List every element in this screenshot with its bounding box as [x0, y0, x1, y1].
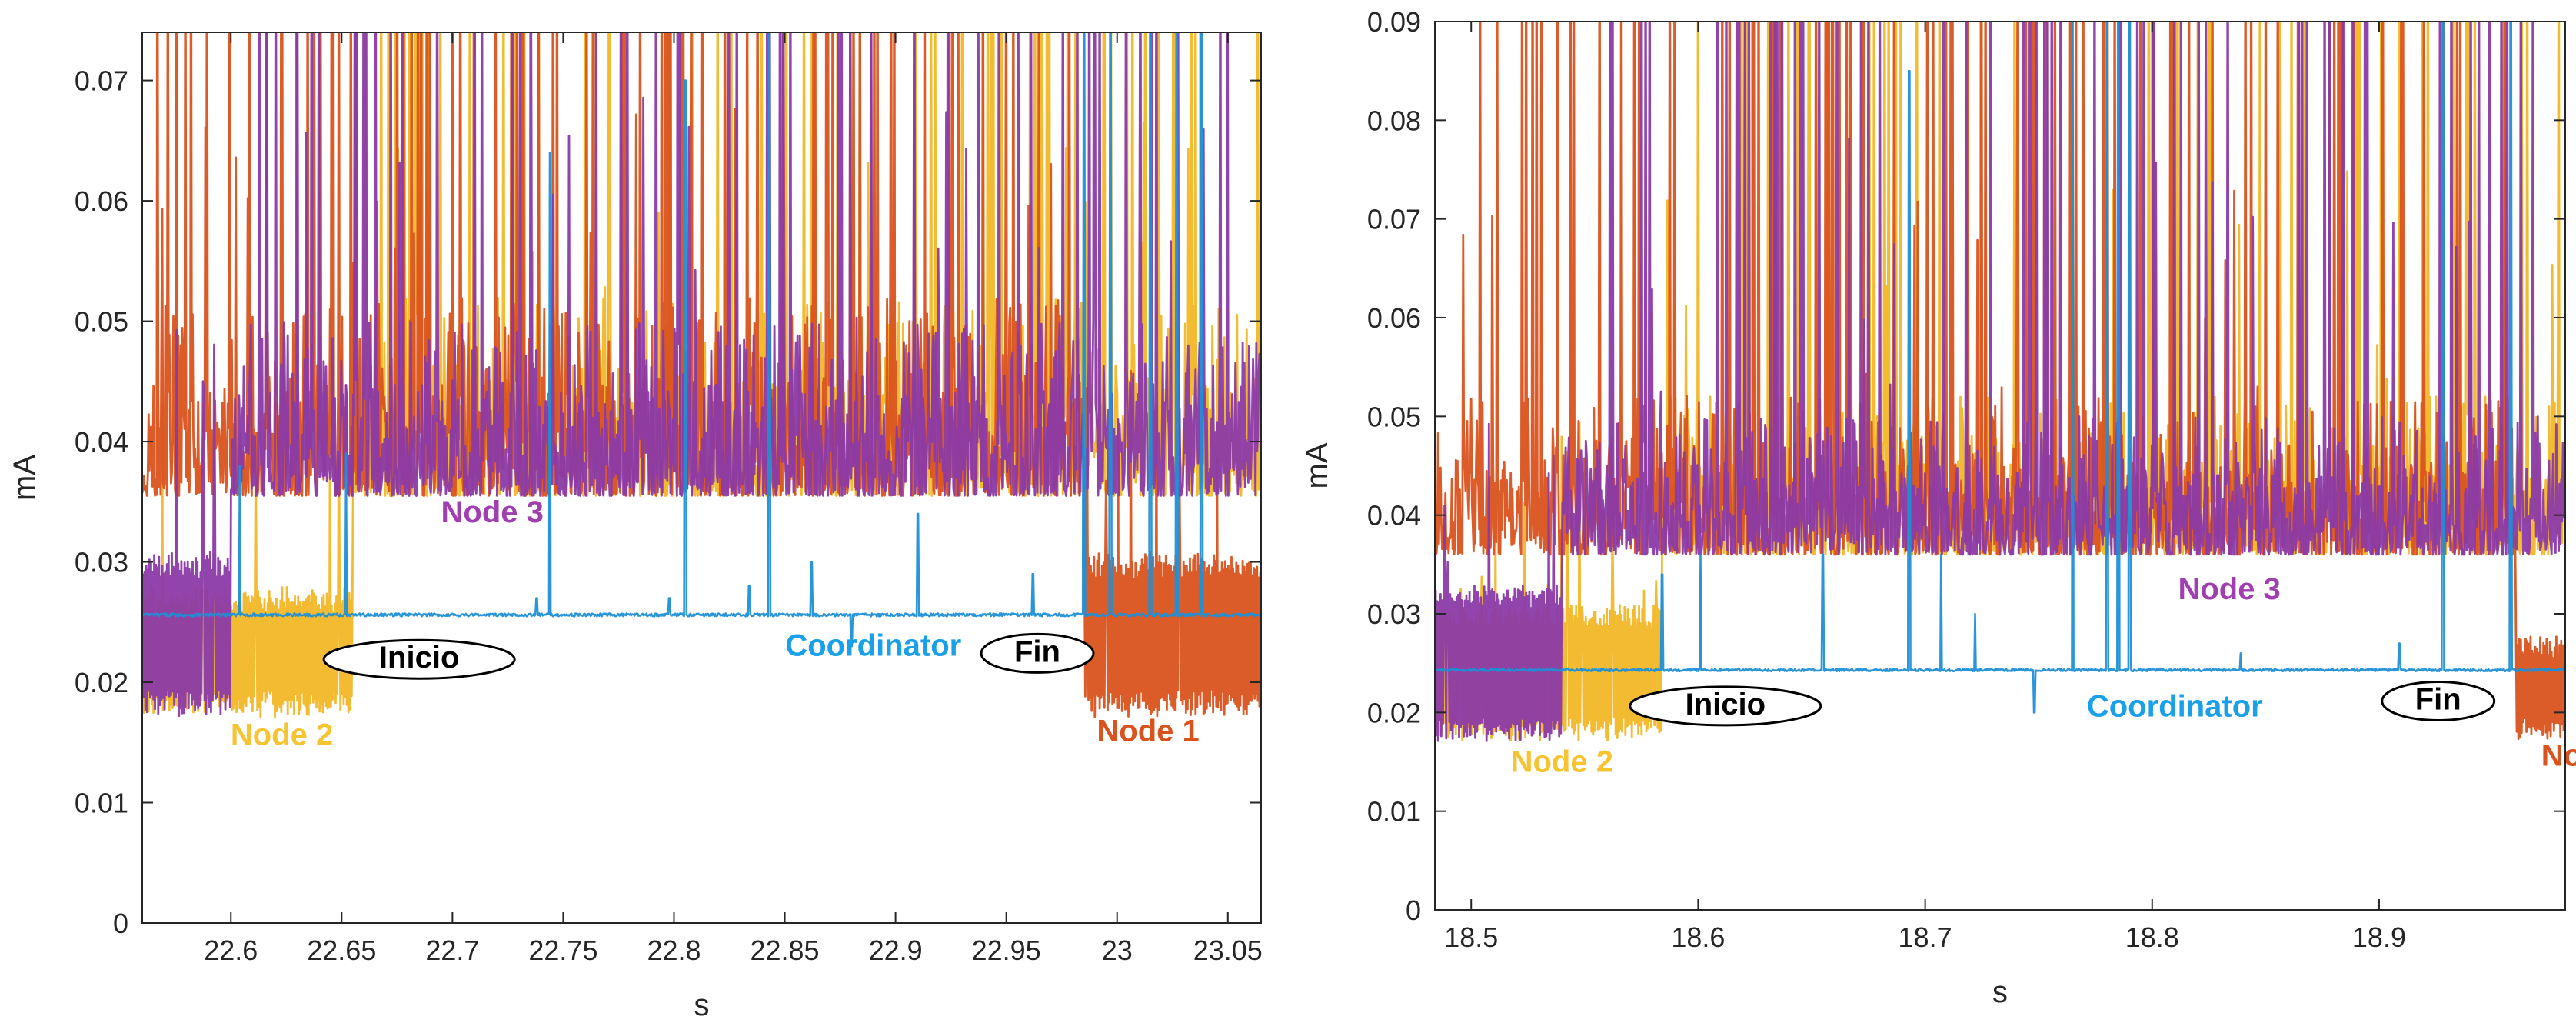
coordinator-label: Coordinator	[2087, 689, 2263, 723]
x-tick-label: 18.5	[1444, 921, 1498, 953]
x-axis-label: s	[1992, 975, 2008, 1009]
series-group	[142, 32, 1261, 718]
y-axis: 0 0.01 0.02 0.03 0.04 0.05 0.06 0.07 0.08 0.09 mA	[1300, 6, 2565, 926]
x-tick-label: 22.75	[528, 935, 597, 966]
node-2-label: Node 2	[1511, 745, 1613, 778]
y-tick-label: 0.06	[75, 185, 128, 217]
x-tick-label: 22.8	[647, 935, 701, 966]
coordinator-label: Coordinator	[785, 629, 961, 663]
x-tick-label: 18.6	[1671, 921, 1725, 953]
node-1-label: Node 1	[2541, 739, 2576, 773]
annotations: Node 3 Coordinator Node 2 Node 1 Inicio Fin	[231, 495, 1200, 752]
fin-ellipse	[2381, 680, 2496, 721]
fin-label: Fin	[1014, 635, 1060, 668]
x-tick-label: 23	[1102, 935, 1133, 966]
y-tick-label: 0.01	[1367, 796, 1421, 828]
y-axis: 0 0.01 0.02 0.03 0.04 0.05 0.06 0.07 mA	[8, 65, 1261, 939]
axes-frame	[141, 32, 1262, 924]
x-tick-label: 18.7	[1899, 921, 1952, 953]
node-2-label: Node 2	[231, 718, 333, 751]
inicio-label: Inicio	[379, 641, 459, 675]
fin-label: Fin	[2415, 682, 2461, 716]
node-1-label: Node 1	[1097, 715, 1199, 748]
x-tick-label: 23.05	[1193, 935, 1263, 966]
x-tick-label: 22.85	[750, 935, 819, 966]
series-node-3	[142, 32, 1261, 718]
y-tick-label: 0.04	[1367, 500, 1421, 531]
x-axis: 18.518.618.718.818.919s	[1444, 22, 2406, 1009]
series-group	[1435, 22, 2565, 742]
x-tick-label: 22.6	[204, 935, 258, 966]
y-tick-label: 0.06	[1367, 302, 1421, 334]
node-3-label: Node 3	[2178, 572, 2280, 606]
x-tick-label: 22.65	[307, 935, 376, 966]
axes-frame	[1434, 21, 2566, 911]
fin-ellipse	[980, 632, 1095, 674]
annotations: Node 3 Coordinator Node 2 Node 1 Inicio Fin	[1511, 572, 2576, 779]
x-tick-label: 18.9	[2352, 921, 2406, 953]
inicio-label: Inicio	[1686, 688, 1766, 721]
y-tick-label: 0.09	[1367, 6, 1421, 38]
right-chart: Node 3 Coordinator Node 2 Node 1 Inicio Fin 18…	[1300, 6, 2576, 1009]
series-coordinator	[142, 32, 1261, 648]
x-tick-label: 22.95	[972, 935, 1041, 966]
x-tick-label: 18.8	[2125, 921, 2179, 953]
inicio-ellipse	[322, 638, 516, 680]
y-tick-label: 0.05	[75, 306, 128, 338]
y-tick-label: 0.02	[75, 667, 128, 698]
y-tick-label: 0.02	[1367, 697, 1421, 728]
y-tick-label: 0.04	[75, 426, 128, 458]
x-tick-label: 22.7	[425, 935, 479, 966]
x-axis: 22.6 22.65 22.7 22.75 22.8 22.85 22.9 22.95 23 23…	[204, 32, 1263, 1022]
y-tick-label: 0	[113, 908, 128, 939]
y-tick-label: 0.08	[1367, 105, 1421, 136]
y-tick-label: 0	[1406, 895, 1421, 926]
y-tick-label: 0.01	[75, 788, 128, 819]
series-coordinator	[1435, 22, 2565, 714]
x-axis-label: s	[694, 988, 710, 1022]
y-tick-label: 0.07	[75, 65, 128, 97]
y-tick-label: 0.05	[1367, 401, 1421, 432]
y-axis-label: mA	[8, 455, 42, 501]
x-tick-label: 22.9	[869, 935, 923, 966]
y-tick-label: 0.03	[1367, 598, 1421, 630]
y-tick-label: 0.07	[1367, 204, 1421, 235]
y-tick-label: 0.03	[75, 547, 128, 578]
node-3-label: Node 3	[441, 495, 544, 529]
inicio-ellipse	[1629, 685, 1822, 727]
y-axis-label: mA	[1300, 442, 1334, 488]
series-node-3	[1435, 22, 2565, 742]
